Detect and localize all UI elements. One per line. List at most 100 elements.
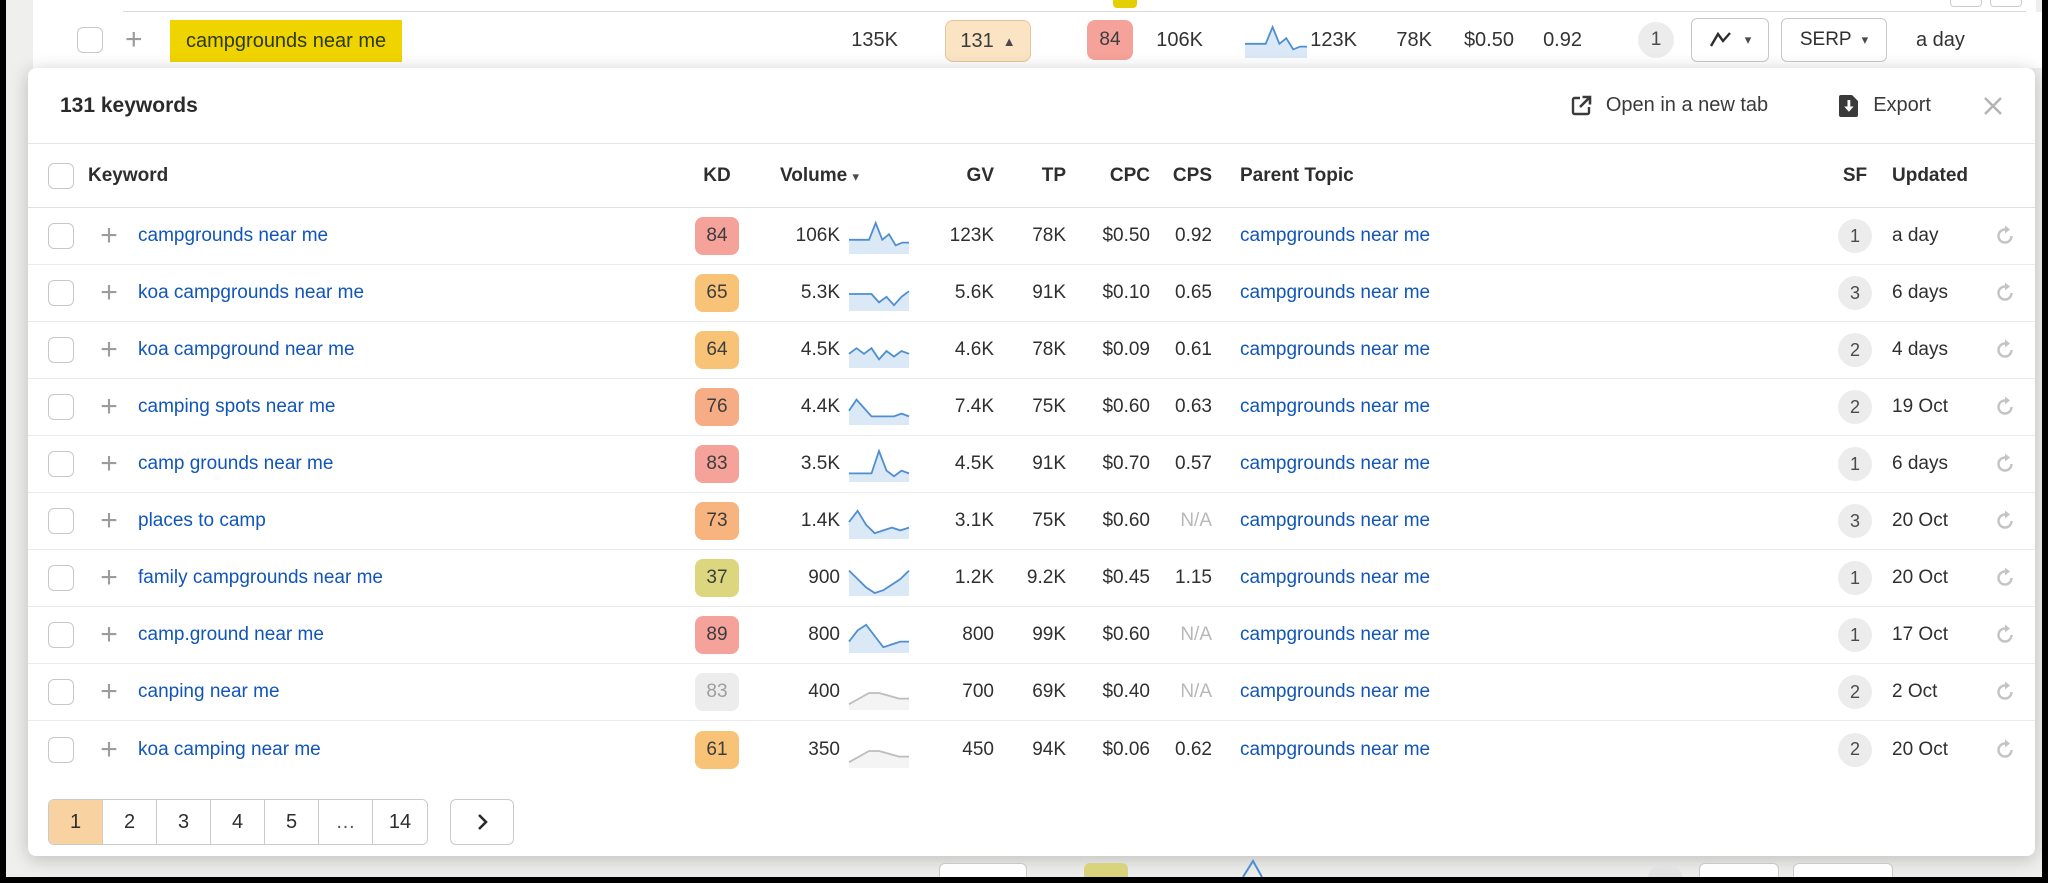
row-checkbox[interactable] <box>48 679 74 705</box>
add-keyword-icon[interactable]: + <box>100 390 118 423</box>
refresh-icon[interactable] <box>1988 282 2022 304</box>
cps-value: N/A <box>1180 681 1212 702</box>
page-ellipsis: … <box>319 800 373 844</box>
target-row-checkbox[interactable] <box>77 27 103 53</box>
select-all-checkbox[interactable] <box>48 162 74 189</box>
parent-topic-link[interactable]: campgrounds near me <box>1240 681 1431 702</box>
row-checkbox[interactable] <box>48 736 74 763</box>
kd-badge: 76 <box>695 388 739 426</box>
parent-topic-link[interactable]: campgrounds near me <box>1240 510 1431 531</box>
sf-badge: 3 <box>1838 276 1872 310</box>
parent-topic-link[interactable]: campgrounds near me <box>1240 567 1431 588</box>
parent-topic-link[interactable]: campgrounds near me <box>1240 396 1431 417</box>
close-panel-button[interactable] <box>1981 94 2005 118</box>
target-trend-sparkline <box>1243 20 1309 65</box>
refresh-icon[interactable] <box>1988 339 2022 361</box>
col-header-kd[interactable]: KD <box>703 164 731 186</box>
button-fragment <box>1990 0 2022 7</box>
keyword-link[interactable]: camp.ground near me <box>138 624 324 645</box>
parent-topic-cell: campgrounds near me <box>1212 453 1832 475</box>
add-keyword-icon[interactable]: + <box>100 276 118 309</box>
col-header-updated[interactable]: Updated <box>1892 164 1968 186</box>
refresh-icon[interactable] <box>1988 396 2022 418</box>
refresh-icon[interactable] <box>1988 510 2022 532</box>
parent-topic-link[interactable]: campgrounds near me <box>1240 453 1431 474</box>
col-header-parent-topic[interactable]: Parent Topic <box>1240 164 1354 186</box>
row-checkbox[interactable] <box>48 508 74 534</box>
keyword-cell: koa campgrounds near me <box>130 282 688 304</box>
kd-cell: 83 <box>688 445 746 483</box>
keyword-link[interactable]: canping near me <box>138 681 280 702</box>
col-header-gv[interactable]: GV <box>966 164 994 186</box>
page-button-group: 1 2 3 4 5… 14 <box>48 799 428 845</box>
page-button[interactable]: 14 <box>373 800 427 844</box>
row-checkbox[interactable] <box>48 451 74 477</box>
keyword-cell: camping spots near me <box>130 396 688 418</box>
parent-topic-link[interactable]: campgrounds near me <box>1240 225 1431 246</box>
add-keyword-icon[interactable]: + <box>100 732 118 766</box>
keyword-link[interactable]: family campgrounds near me <box>138 567 383 588</box>
add-keyword-icon[interactable]: + <box>100 618 118 651</box>
refresh-icon[interactable] <box>1988 225 2022 247</box>
trend-chart-button[interactable]: ▾ <box>1691 18 1769 62</box>
gv-value: 1.2K <box>954 567 994 588</box>
refresh-icon[interactable] <box>1988 681 2022 703</box>
refresh-icon[interactable] <box>1988 624 2022 646</box>
serp-button[interactable]: SERP ▾ <box>1781 18 1887 62</box>
parent-topic-link[interactable]: campgrounds near me <box>1240 624 1431 645</box>
col-header-cpc[interactable]: CPC <box>1109 164 1150 186</box>
volume-value: 350 <box>808 738 840 760</box>
export-button[interactable]: Export <box>1838 94 1931 118</box>
volume-value: 5.3K <box>800 282 840 303</box>
keyword-link[interactable]: places to camp <box>138 510 266 531</box>
keyword-link[interactable]: camping spots near me <box>138 396 336 417</box>
add-keyword-icon[interactable]: + <box>100 219 118 252</box>
page-button[interactable]: 1 <box>49 800 103 844</box>
parent-topic-link[interactable]: campgrounds near me <box>1240 339 1431 360</box>
keywords-count-button[interactable]: 131 ▲ <box>945 20 1031 62</box>
refresh-icon[interactable] <box>1988 739 2022 761</box>
row-checkbox[interactable] <box>48 622 74 648</box>
col-header-volume[interactable]: Volume ▾ <box>780 164 860 186</box>
trend-sparkline <box>840 273 918 313</box>
col-header-tp[interactable]: TP <box>1041 164 1066 186</box>
row-checkbox[interactable] <box>48 337 74 363</box>
add-keyword-icon[interactable]: + <box>100 504 118 537</box>
page-button[interactable]: 5 <box>265 800 319 844</box>
keyword-link[interactable]: koa campgrounds near me <box>138 282 365 303</box>
col-header-sf[interactable]: SF <box>1842 164 1868 186</box>
page-button[interactable]: 4 <box>211 800 265 844</box>
add-keyword-icon[interactable]: + <box>100 675 118 708</box>
target-gv: 123K <box>1310 29 1357 51</box>
col-header-cps[interactable]: CPS <box>1172 164 1212 186</box>
row-checkbox[interactable] <box>48 565 74 591</box>
keyword-link[interactable]: koa campground near me <box>138 339 355 360</box>
chevron-right-icon <box>478 814 488 830</box>
open-in-new-tab-button[interactable]: Open in a new tab <box>1570 94 1768 117</box>
next-page-button[interactable] <box>450 799 514 845</box>
row-checkbox[interactable] <box>48 223 74 249</box>
add-keyword-icon[interactable]: + <box>100 333 118 366</box>
add-keyword-icon[interactable]: + <box>100 447 118 480</box>
target-keyword-highlighted[interactable]: campgrounds near me <box>170 20 403 62</box>
parent-topic-link[interactable]: campgrounds near me <box>1240 282 1431 303</box>
volume-value: 1.4K <box>800 510 840 531</box>
refresh-icon[interactable] <box>1988 567 2022 589</box>
refresh-icon[interactable] <box>1988 453 2022 475</box>
cps-value: 0.62 <box>1175 738 1212 760</box>
page-button[interactable]: 2 <box>103 800 157 844</box>
col-header-keyword[interactable]: Keyword <box>88 164 169 186</box>
tp-value: 75K <box>1032 510 1066 531</box>
target-add-icon[interactable]: + <box>125 23 143 56</box>
table-row: + places to camp 73 1.4K 3.1K 75K $0.60 N/A camp… <box>28 493 2035 550</box>
add-keyword-icon[interactable]: + <box>100 561 118 594</box>
parent-topic-link[interactable]: campgrounds near me <box>1240 738 1431 760</box>
trend-sparkline <box>840 501 918 541</box>
sf-badge: 2 <box>1838 675 1872 709</box>
row-checkbox[interactable] <box>48 394 74 420</box>
keyword-link[interactable]: campgrounds near me <box>138 225 329 246</box>
page-button[interactable]: 3 <box>157 800 211 844</box>
row-checkbox[interactable] <box>48 280 74 306</box>
keyword-link[interactable]: koa camping near me <box>138 738 321 760</box>
keyword-link[interactable]: camp grounds near me <box>138 453 334 474</box>
